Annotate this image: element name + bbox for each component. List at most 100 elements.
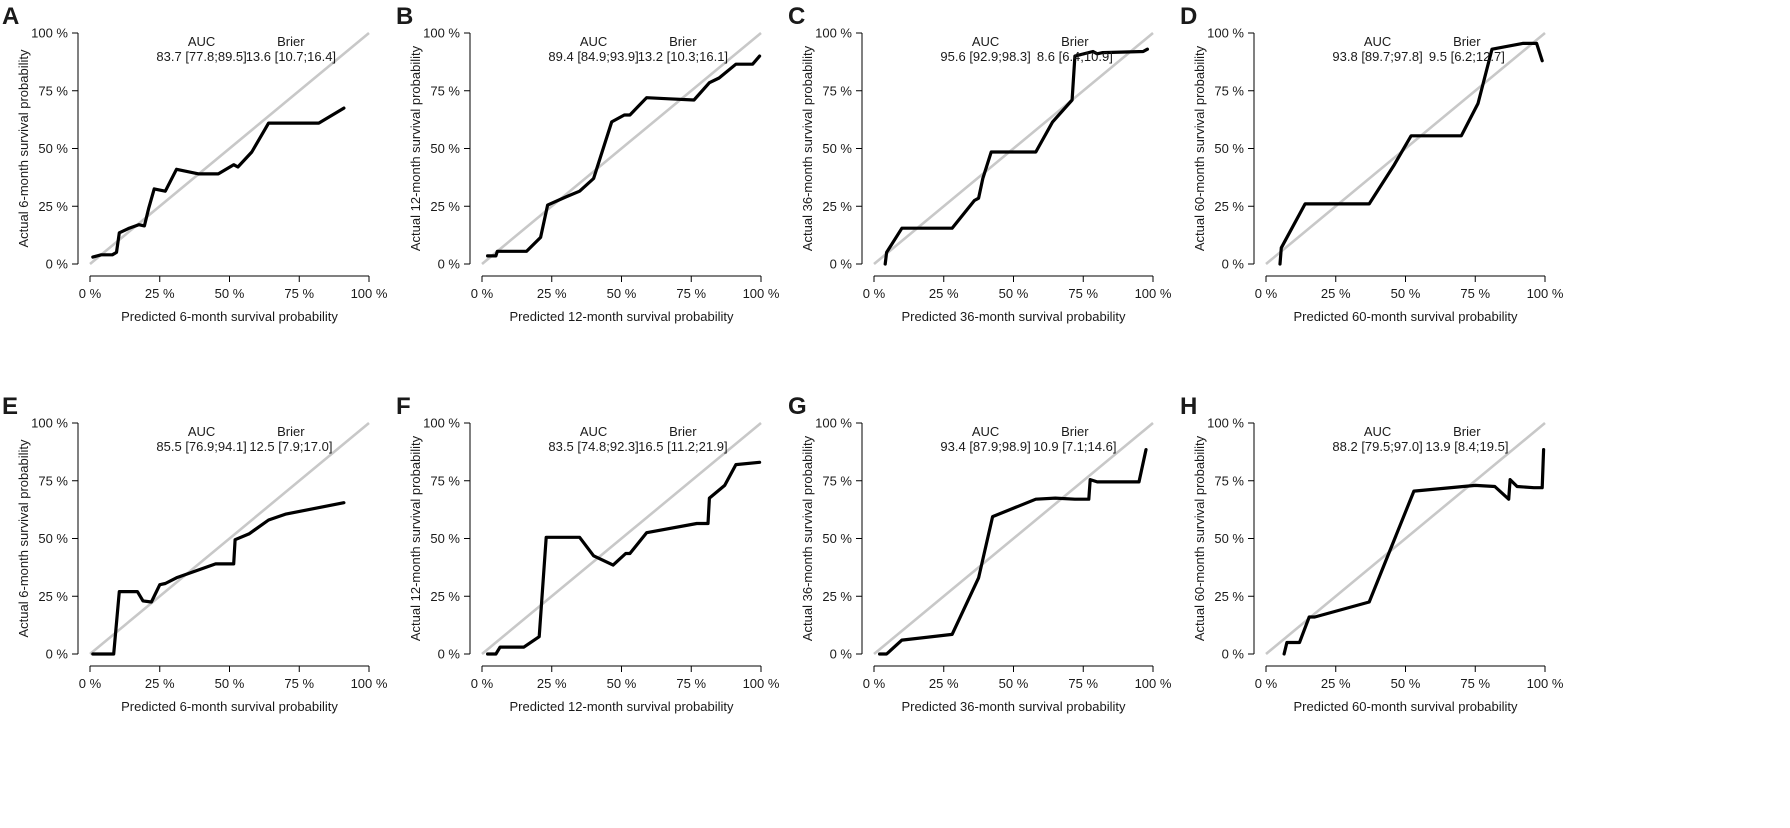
panel-c-y-tick-label: 50 %	[822, 141, 852, 156]
panel-d-auc-label: AUC	[1364, 34, 1391, 49]
panel-e-x-tick-label: 0 %	[79, 676, 102, 691]
panel-g-brier-value: 10.9 [7.1;14.6]	[1033, 439, 1116, 454]
panel-h-brier-value: 13.9 [8.4;19.5]	[1425, 439, 1508, 454]
panel-h-y-tick-label: 75 %	[1214, 473, 1244, 488]
panel-d-x-tick-label: 0 %	[1255, 286, 1278, 301]
panel-c-brier-label: Brier	[1061, 34, 1089, 49]
panel-e-reference-line	[89, 421, 370, 656]
panel-h-y-tick-label: 100 %	[1207, 416, 1244, 431]
panel-f-y-axis-title: Actual 12-month survival probability	[408, 435, 423, 641]
panel-a-y-tick-label: 0 %	[46, 257, 69, 272]
panel-e-y-tick-label: 100 %	[31, 416, 68, 431]
panel-a-y-axis-title: Actual 6-month survival probability	[16, 49, 31, 247]
panel-a-x-tick-label: 25 %	[145, 286, 175, 301]
panel-c-y-tick-label: 100 %	[815, 26, 852, 41]
panel-f-calibration-curve	[486, 460, 762, 656]
panel-h: H 0 % 25 % 50 % 75 % 100 % 0 % 25 % 50 % 75 % 100 …	[1180, 393, 1564, 714]
panel-b-y-tick-label: 75 %	[430, 83, 460, 98]
panel-d: D 0 % 25 % 50 % 75 % 100 % 0 % 25 % 50 % 75 % 100 …	[1180, 3, 1564, 324]
panel-g-brier-label: Brier	[1061, 424, 1089, 439]
panel-b-brier-value: 13.2 [10.3;16.1]	[638, 49, 728, 64]
panel-a-x-tick-label: 50 %	[215, 286, 245, 301]
panel-b-x-tick-label: 75 %	[676, 286, 706, 301]
panel-d-y-tick-label: 50 %	[1214, 141, 1244, 156]
panel-g-x-axis-title: Predicted 36-month survival probability	[902, 699, 1126, 714]
panel-c-auc-value: 95.6 [92.9;98.3]	[940, 49, 1030, 64]
panel-f-brier-value: 16.5 [11.2;21.9]	[638, 439, 727, 454]
panel-h-x-axis-title: Predicted 60-month survival probability	[1294, 699, 1518, 714]
panel-b-y-tick-label: 100 %	[423, 26, 460, 41]
panel-d-x-tick-label: 50 %	[1391, 286, 1421, 301]
panel-g-x-tick-label: 0 %	[863, 676, 886, 691]
panel-f-y-tick-label: 25 %	[430, 589, 460, 604]
panel-d-letter: D	[1180, 3, 1197, 30]
panel-f-auc-value: 83.5 [74.8;92.3]	[548, 439, 638, 454]
panel-e-x-tick-label: 75 %	[284, 676, 314, 691]
panel-b-y-tick-label: 25 %	[430, 199, 460, 214]
panel-c-x-tick-label: 0 %	[863, 286, 886, 301]
panel-f-y-tick-label: 100 %	[423, 416, 460, 431]
panel-b-x-tick-label: 0 %	[471, 286, 494, 301]
panel-b-letter: B	[396, 3, 413, 30]
panel-e-letter: E	[2, 393, 18, 420]
panel-g-y-tick-label: 100 %	[815, 416, 852, 431]
panel-d-brier-label: Brier	[1453, 34, 1481, 49]
panel-f-letter: F	[396, 393, 411, 420]
panel-a-brier-label: Brier	[277, 34, 305, 49]
panel-a-x-tick-label: 0 %	[79, 286, 102, 301]
panel-a-y-tick-label: 25 %	[38, 199, 68, 214]
panel-d-x-axis-title: Predicted 60-month survival probability	[1294, 309, 1518, 324]
panel-a-y-tick-label: 50 %	[38, 141, 68, 156]
panel-b-calibration-curve	[486, 54, 762, 258]
panel-c-x-axis-title: Predicted 36-month survival probability	[902, 309, 1126, 324]
panel-c-x-tick-label: 100 %	[1135, 286, 1172, 301]
panel-b-x-tick-label: 50 %	[607, 286, 637, 301]
panel-g-x-tick-label: 100 %	[1135, 676, 1172, 691]
panel-g-y-tick-label: 0 %	[830, 647, 853, 662]
panel-g-y-axis-title: Actual 36-month survival probability	[800, 435, 815, 641]
panel-e-x-tick-label: 25 %	[145, 676, 175, 691]
panel-e-brier-value: 12.5 [7.9;17.0]	[249, 439, 332, 454]
panel-f-x-tick-label: 0 %	[471, 676, 494, 691]
panel-h-calibration-curve	[1282, 448, 1546, 656]
panel-f-auc-label: AUC	[580, 424, 607, 439]
panel-g-letter: G	[788, 393, 807, 420]
panel-f-x-tick-label: 50 %	[607, 676, 637, 691]
panel-f-reference-line	[481, 421, 762, 656]
panel-c-y-tick-label: 25 %	[822, 199, 852, 214]
panel-f-x-tick-label: 75 %	[676, 676, 706, 691]
panel-c-y-axis-title: Actual 36-month survival probability	[800, 45, 815, 251]
panel-b-x-axis-title: Predicted 12-month survival probability	[510, 309, 734, 324]
panel-f: F 0 % 25 % 50 % 75 % 100 % 0 % 25 % 50 % 75 % 100 …	[396, 393, 780, 714]
panel-h-letter: H	[1180, 393, 1197, 420]
panel-f-x-tick-label: 100 %	[743, 676, 780, 691]
panel-c-y-tick-label: 75 %	[822, 83, 852, 98]
panel-b-y-tick-label: 50 %	[430, 141, 460, 156]
panel-e-calibration-curve	[91, 501, 346, 656]
panel-g-auc-label: AUC	[972, 424, 999, 439]
panel-h-x-tick-label: 25 %	[1321, 676, 1351, 691]
panel-e-y-axis-title: Actual 6-month survival probability	[16, 439, 31, 637]
panel-b-auc-value: 89.4 [84.9;93.9]	[548, 49, 638, 64]
panel-c-brier-value: 8.6 [6.4;10.9]	[1037, 49, 1113, 64]
panel-b-brier-label: Brier	[669, 34, 697, 49]
panel-a-x-tick-label: 75 %	[284, 286, 314, 301]
panel-h-y-axis-title: Actual 60-month survival probability	[1192, 435, 1207, 641]
panel-e-x-tick-label: 100 %	[351, 676, 388, 691]
panel-e: E 0 % 25 % 50 % 75 % 100 % 0 % 25 % 50 % 75 % 100 …	[2, 393, 388, 714]
panel-g-y-tick-label: 25 %	[822, 589, 852, 604]
panel-g: G 0 % 25 % 50 % 75 % 100 % 0 % 25 % 50 % 75 % 100 …	[788, 393, 1172, 714]
panel-e-y-tick-label: 75 %	[38, 473, 68, 488]
panel-d-y-tick-label: 0 %	[1222, 257, 1245, 272]
panel-h-brier-label: Brier	[1453, 424, 1481, 439]
panel-a-letter: A	[2, 3, 19, 30]
panel-d-y-tick-label: 100 %	[1207, 26, 1244, 41]
panel-g-calibration-curve	[877, 448, 1148, 656]
panel-b-reference-line	[481, 31, 762, 266]
panel-a-reference-line	[89, 31, 370, 266]
panel-e-brier-label: Brier	[277, 424, 305, 439]
panel-d-x-tick-label: 75 %	[1460, 286, 1490, 301]
panel-b-y-tick-label: 0 %	[438, 257, 461, 272]
panel-g-x-tick-label: 25 %	[929, 676, 959, 691]
